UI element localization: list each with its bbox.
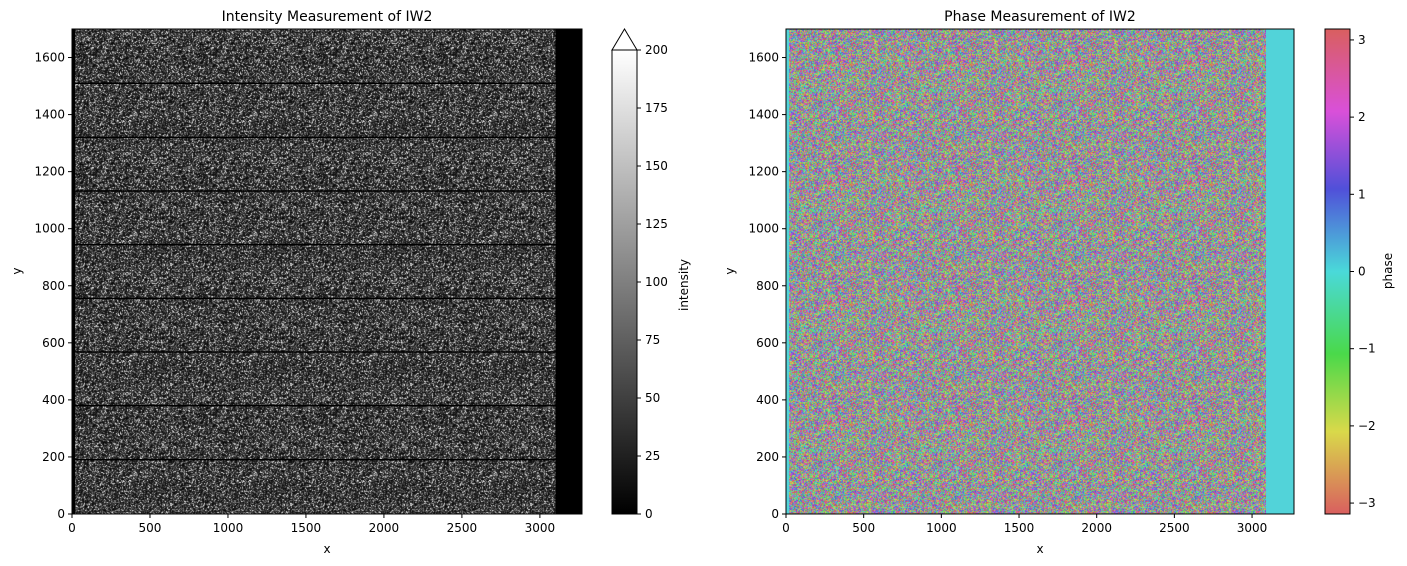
plot-frame [785,28,1295,515]
colorbar-extend-max [611,28,638,51]
colorbar-tick-label: 50 [645,391,660,405]
colorbar-ticks: 0 25 50 75 100 125 150 175 200 [637,43,668,521]
y-tick-label: 1200 [34,165,65,179]
colorbar-tick-label: 1 [1358,187,1366,201]
colorbar-tick-label: −3 [1358,496,1376,510]
y-axis-label: y [10,267,24,274]
y-tick-label: 400 [756,393,779,407]
colorbar-tick-label: 100 [645,275,668,289]
colorbar-tick-label: 75 [645,333,660,347]
x-axis-label: x [323,542,330,556]
colorbar-tick-label: 150 [645,159,668,173]
y-tick-label: 1400 [748,108,779,122]
x-tick-label: 2500 [1159,521,1190,535]
y-tick-label: 200 [42,450,65,464]
x-tick-label: 2000 [369,521,400,535]
y-tick-label: 800 [42,279,65,293]
x-tick-label: 2500 [447,521,478,535]
colorbar-tick-label: 25 [645,449,660,463]
x-axis: 0 500 1000 1500 2000 2500 3000 [782,514,1267,535]
colorbar-tick-label: 125 [645,217,668,231]
x-axis: 0 500 1000 1500 2000 2500 3000 [68,514,555,535]
phase-image [789,29,1267,514]
x-tick-label: 3000 [1237,521,1268,535]
y-tick-label: 600 [42,336,65,350]
colorbar-tick-label: 175 [645,101,668,115]
y-tick-label: 1000 [748,222,779,236]
x-tick-label: 1000 [926,521,957,535]
colorbar-tick-label: 2 [1358,110,1366,124]
x-tick-label: 0 [68,521,76,535]
colorbar-tick-label: 3 [1358,33,1366,47]
y-axis: 0 200 400 600 800 1000 1200 1400 1600 [748,51,786,521]
chart-title: Phase Measurement of IW2 [944,9,1136,25]
x-tick-label: 0 [782,521,790,535]
plot-frame [71,28,583,515]
x-tick-label: 500 [139,521,162,535]
colorbar-label: phase [1381,253,1395,289]
colorbar-tick-label: 200 [645,43,668,57]
y-tick-label: 200 [756,450,779,464]
y-tick-label: 400 [42,393,65,407]
y-axis-label: y [723,267,737,274]
colorbar-phase [1324,28,1351,515]
colorbar-tick-label: 0 [1358,265,1366,279]
y-tick-label: 1400 [34,108,65,122]
colorbar-ticks: −3 −2 −1 0 1 2 3 [1350,33,1376,510]
x-tick-label: 2000 [1081,521,1112,535]
intensity-panel: Intensity Measurement of IW2 0 500 1000 150… [10,9,691,556]
colorbar-label: intensity [677,259,691,311]
x-tick-label: 500 [852,521,875,535]
colorbar-tick-label: −2 [1358,419,1376,433]
x-tick-label: 3000 [525,521,556,535]
y-tick-label: 1200 [748,165,779,179]
x-tick-label: 1500 [1004,521,1035,535]
phase-panel: Phase Measurement of IW2 0 500 1000 1500 200… [723,9,1395,556]
chart-title: Intensity Measurement of IW2 [222,9,433,25]
y-tick-label: 0 [771,507,779,521]
y-tick-label: 800 [756,279,779,293]
colorbar-intensity [611,49,638,515]
y-tick-label: 1000 [34,222,65,236]
x-tick-label: 1500 [291,521,322,535]
colorbar-tick-label: −1 [1358,342,1376,356]
y-tick-label: 1600 [34,51,65,65]
intensity-image [75,29,556,514]
x-axis-label: x [1036,542,1043,556]
x-tick-label: 1000 [213,521,244,535]
y-tick-label: 1600 [748,51,779,65]
y-tick-label: 600 [756,336,779,350]
y-tick-label: 0 [57,507,65,521]
y-axis: 0 200 400 600 800 1000 1200 1400 1600 [34,51,72,521]
burst-boundaries [75,82,556,461]
colorbar-tick-label: 0 [645,507,653,521]
